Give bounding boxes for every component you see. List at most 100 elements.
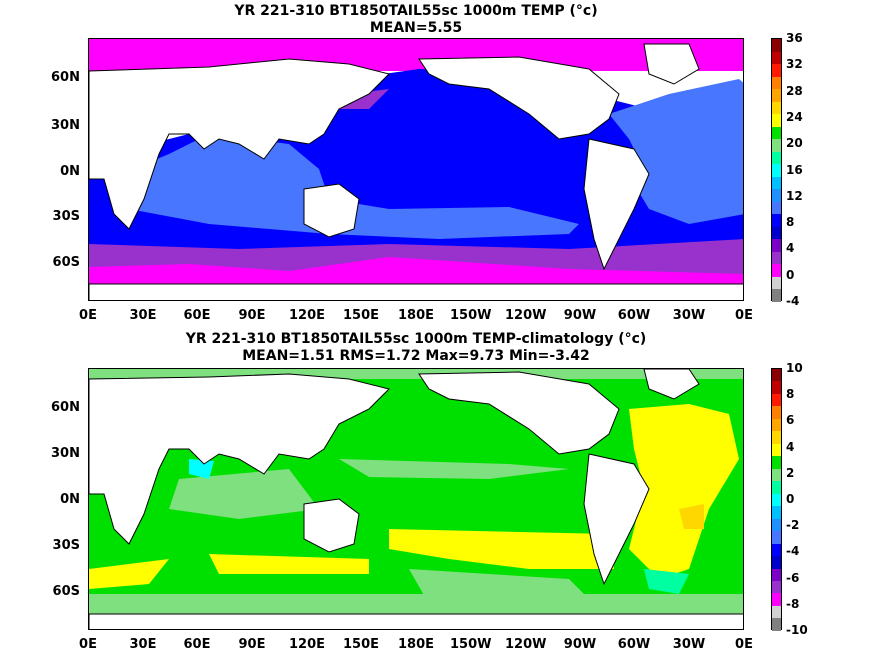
colorbar-label: -10 — [786, 623, 808, 637]
p2-lat-30n: 30N — [51, 446, 80, 461]
colorbar-segment — [772, 264, 781, 277]
colorbar-label: 4 — [786, 439, 795, 454]
colorbar-segment — [772, 239, 781, 252]
colorbar-segment — [772, 189, 781, 202]
colorbar-segment — [772, 39, 781, 52]
p1-mid-ocean — [109, 134, 579, 239]
p1-lon-4: 120E — [288, 308, 326, 323]
p1-continents — [89, 43, 743, 300]
panel1-title: YR 221-310 BT1850TAIL55sc 1000m TEMP (°c… — [88, 3, 744, 37]
p1-lon-0: 0E — [79, 308, 97, 323]
p2-cyan-south — [644, 569, 689, 594]
p1-lon-11: 30W — [672, 308, 706, 323]
p2-lon-6: 180E — [397, 637, 435, 652]
colorbar-segment — [772, 289, 781, 302]
p2-lat-30s: 30S — [52, 538, 80, 553]
colorbar-segment — [772, 393, 781, 407]
p1-lat-60s: 60S — [52, 255, 80, 270]
p1-lat-30n: 30N — [51, 118, 80, 133]
p2-indian-yellow — [209, 554, 369, 574]
colorbar-segment — [772, 164, 781, 177]
colorbar-segment — [772, 593, 781, 606]
colorbar-segment — [772, 506, 781, 519]
colorbar-label: 16 — [786, 162, 803, 177]
p2-southern-light — [89, 594, 743, 614]
panel2-title-line1: YR 221-310 BT1850TAIL55sc 1000m TEMP-cli… — [185, 331, 614, 347]
colorbar-segment — [772, 481, 781, 494]
p1-lat-60n: 60N — [51, 70, 80, 85]
colorbar-segment — [772, 89, 781, 102]
p1-lon-3: 90E — [238, 308, 266, 323]
p2-indian-light — [169, 469, 319, 519]
p1-lon-12: 0E — [735, 308, 753, 323]
panel1-title-line1: YR 221-310 BT1850TAIL55sc 1000m TEMP — [234, 3, 565, 19]
colorbar-segment — [772, 605, 781, 619]
colorbar-segment — [772, 556, 781, 569]
p1-lon-7: 150W — [450, 308, 492, 323]
colorbar-label: 28 — [786, 83, 803, 98]
panel1-map-svg — [89, 39, 743, 300]
p1-lon-8: 120W — [505, 308, 547, 323]
colorbar-segment — [772, 201, 781, 215]
p2-south-pacific-light — [409, 569, 589, 604]
p2-orange-patch — [679, 504, 704, 529]
p2-lon-3: 90E — [238, 637, 266, 652]
p2-lon-1: 30E — [129, 637, 157, 652]
p1-arctic-band — [89, 39, 743, 71]
panel2-units: (°c) — [618, 331, 647, 347]
colorbar-segment — [772, 251, 781, 265]
colorbar-segment — [772, 531, 781, 544]
colorbar-segment — [772, 126, 781, 140]
colorbar-label: 32 — [786, 57, 803, 72]
p2-lon-8: 120W — [505, 637, 547, 652]
panel1-mean: MEAN=5.55 — [369, 20, 463, 36]
p1-colorbar — [771, 38, 782, 302]
p2-south-pacific-yellow — [389, 529, 614, 569]
p2-arabian-cyan — [189, 459, 214, 479]
p2-lat-60n: 60N — [51, 400, 80, 415]
p2-atlantic-yellow — [629, 404, 739, 579]
p1-lat-0n: 0N — [60, 164, 80, 179]
colorbar-segment — [772, 51, 781, 65]
colorbar-segment — [772, 176, 781, 190]
colorbar-label: -4 — [786, 544, 800, 559]
p2-lon-7: 150W — [450, 637, 492, 652]
colorbar-segment — [772, 618, 781, 631]
colorbar-segment — [772, 101, 781, 115]
panel2-map — [88, 368, 744, 630]
colorbar-label: 24 — [786, 109, 803, 124]
p2-lon-10: 60W — [617, 637, 651, 652]
colorbar-segment — [772, 76, 781, 90]
panel1-map — [88, 38, 744, 301]
p2-lon-11: 30W — [672, 637, 706, 652]
colorbar-segment — [772, 381, 781, 394]
p1-lon-6: 180E — [397, 308, 435, 323]
panel2-stats: MEAN=1.51 RMS=1.72 Max=9.73 Min=-3.42 — [242, 348, 590, 364]
colorbar-segment — [772, 418, 781, 432]
colorbar-segment — [772, 64, 781, 77]
p1-lon-9: 90W — [563, 308, 597, 323]
colorbar-label: 0 — [786, 267, 795, 282]
p2-lat-60s: 60S — [52, 584, 80, 599]
colorbar-label: 20 — [786, 136, 803, 151]
p2-lon-4: 120E — [288, 637, 326, 652]
panel2-title: YR 221-310 BT1850TAIL55sc 1000m TEMP-cli… — [88, 331, 744, 365]
p2-lon-5: 150E — [342, 637, 380, 652]
p1-south-atlantic — [619, 144, 743, 224]
p2-lon-0: 0E — [79, 637, 97, 652]
colorbar-segment — [772, 114, 781, 127]
colorbar-segment — [772, 543, 781, 557]
colorbar-segment — [772, 518, 781, 532]
colorbar-label: -2 — [786, 518, 800, 533]
colorbar-label: 2 — [786, 465, 795, 480]
colorbar-label: 12 — [786, 188, 803, 203]
panel1-units: (°c) — [569, 3, 598, 19]
colorbar-segment — [772, 443, 781, 457]
colorbar-segment — [772, 214, 781, 227]
p2-colorbar — [771, 368, 782, 631]
colorbar-segment — [772, 151, 781, 165]
p2-pacific-light — [339, 459, 569, 479]
panel2-map-svg — [89, 369, 743, 629]
p1-lat-30s: 30S — [52, 209, 80, 224]
colorbar-label: -8 — [786, 596, 800, 611]
